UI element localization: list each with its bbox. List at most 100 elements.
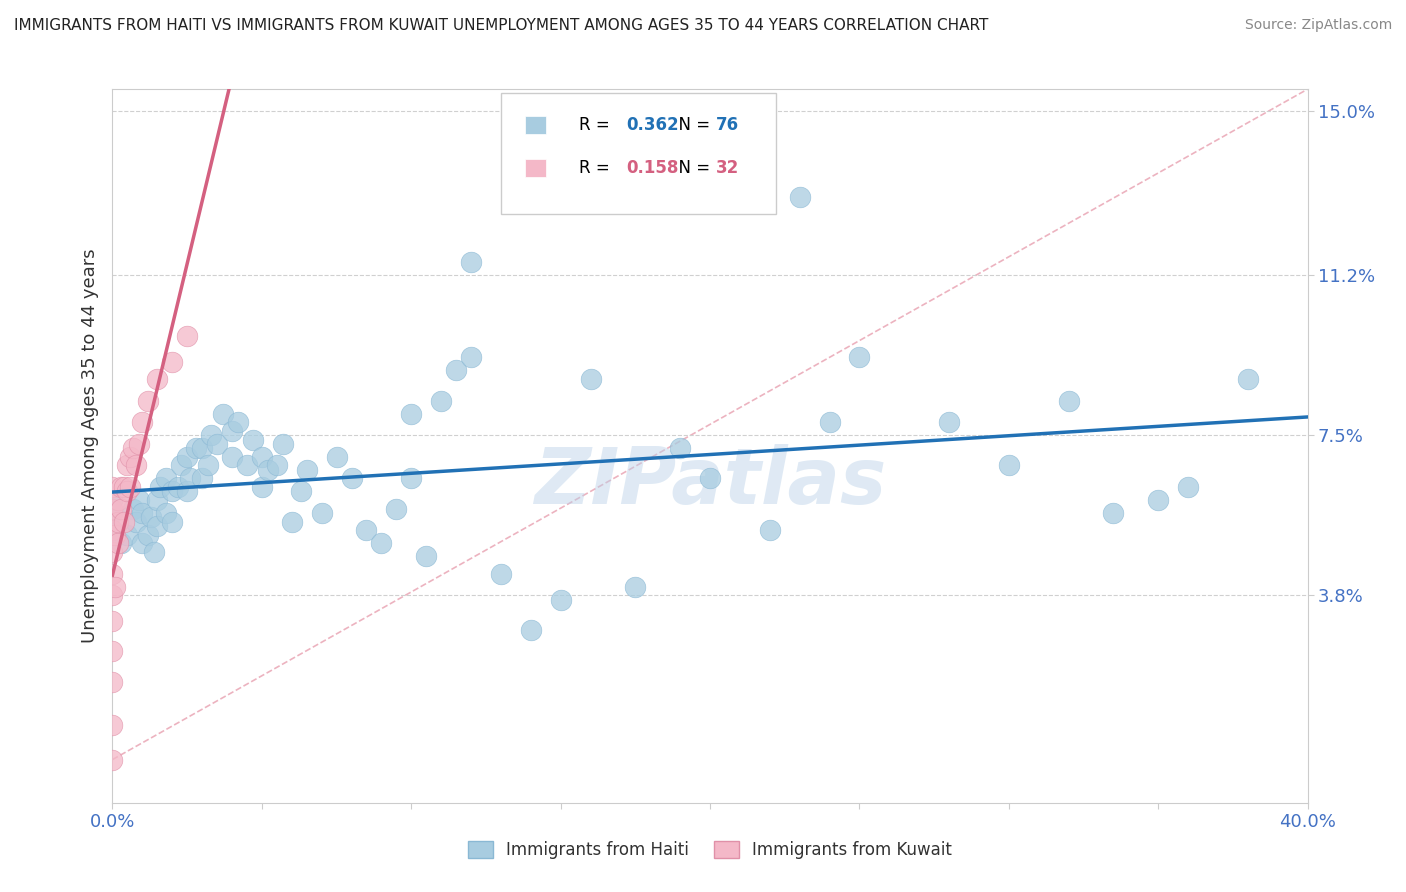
Immigrants from Haiti — [141, 510, 163, 524]
Immigrants from Haiti — [149, 480, 172, 494]
Immigrants from Haiti — [146, 519, 169, 533]
Immigrants from Haiti — [167, 480, 190, 494]
Immigrants from Haiti — [520, 623, 543, 637]
Immigrants from Haiti — [186, 441, 208, 455]
Immigrants from Haiti — [221, 424, 243, 438]
Immigrants from Haiti — [281, 515, 304, 529]
Immigrants from Haiti — [1177, 480, 1199, 494]
Immigrants from Haiti — [460, 255, 482, 269]
Immigrants from Kuwait — [101, 614, 124, 628]
Immigrants from Haiti — [385, 501, 408, 516]
Immigrants from Haiti — [266, 458, 288, 473]
Immigrants from Haiti — [848, 351, 870, 365]
Immigrants from Haiti — [191, 441, 214, 455]
Immigrants from Haiti — [250, 480, 273, 494]
Immigrants from Haiti — [271, 437, 294, 451]
Immigrants from Haiti — [117, 527, 139, 541]
Text: N =: N = — [668, 116, 716, 134]
Text: N =: N = — [668, 159, 716, 177]
Legend: Immigrants from Haiti, Immigrants from Kuwait: Immigrants from Haiti, Immigrants from K… — [461, 834, 959, 866]
Immigrants from Haiti — [325, 450, 347, 464]
Immigrants from Haiti — [226, 415, 249, 429]
Immigrants from Haiti — [759, 524, 782, 538]
Immigrants from Haiti — [489, 566, 512, 581]
Immigrants from Kuwait — [107, 493, 129, 508]
Immigrants from Kuwait — [101, 524, 124, 538]
Immigrants from Kuwait — [146, 372, 169, 386]
Immigrants from Kuwait — [101, 718, 124, 732]
Immigrants from Haiti — [138, 527, 160, 541]
Immigrants from Haiti — [101, 506, 124, 520]
Immigrants from Kuwait — [117, 484, 139, 499]
Immigrants from Haiti — [430, 393, 453, 408]
Immigrants from Haiti — [155, 506, 177, 520]
Immigrants from Kuwait — [120, 480, 142, 494]
Immigrants from Haiti — [143, 545, 166, 559]
Immigrants from Haiti — [128, 493, 150, 508]
Immigrants from Kuwait — [101, 566, 124, 581]
Immigrants from Haiti — [170, 458, 193, 473]
Immigrants from Kuwait — [101, 644, 124, 658]
Immigrants from Haiti — [401, 407, 423, 421]
Immigrants from Haiti — [250, 450, 273, 464]
Text: R =: R = — [579, 159, 614, 177]
Immigrants from Haiti — [938, 415, 960, 429]
Immigrants from Haiti — [257, 463, 280, 477]
Immigrants from Haiti — [131, 536, 153, 550]
Immigrants from Haiti — [295, 463, 318, 477]
FancyBboxPatch shape — [524, 159, 546, 177]
Immigrants from Haiti — [110, 536, 132, 550]
Immigrants from Kuwait — [162, 354, 183, 368]
Immigrants from Kuwait — [104, 580, 127, 594]
Immigrants from Kuwait — [138, 393, 160, 408]
Immigrants from Haiti — [205, 437, 228, 451]
Immigrants from Haiti — [200, 428, 222, 442]
Immigrants from Haiti — [242, 433, 264, 447]
Immigrants from Kuwait — [101, 674, 124, 689]
Immigrants from Haiti — [1102, 506, 1125, 520]
Immigrants from Haiti — [162, 484, 183, 499]
Immigrants from Kuwait — [110, 501, 132, 516]
FancyBboxPatch shape — [501, 93, 776, 214]
Immigrants from Haiti — [444, 363, 467, 377]
Text: 32: 32 — [716, 159, 740, 177]
Text: ZIPatlas: ZIPatlas — [534, 443, 886, 520]
Immigrants from Haiti — [1237, 372, 1260, 386]
Immigrants from Haiti — [415, 549, 437, 564]
Immigrants from Haiti — [212, 407, 235, 421]
Immigrants from Haiti — [155, 471, 177, 485]
Immigrants from Haiti — [669, 441, 692, 455]
Immigrants from Haiti — [311, 506, 333, 520]
Immigrants from Haiti — [122, 501, 145, 516]
Text: IMMIGRANTS FROM HAITI VS IMMIGRANTS FROM KUWAIT UNEMPLOYMENT AMONG AGES 35 TO 44: IMMIGRANTS FROM HAITI VS IMMIGRANTS FROM… — [14, 18, 988, 33]
Immigrants from Haiti — [401, 471, 423, 485]
Immigrants from Kuwait — [114, 515, 135, 529]
Immigrants from Haiti — [197, 458, 219, 473]
Immigrants from Haiti — [340, 471, 363, 485]
Immigrants from Haiti — [221, 450, 243, 464]
Immigrants from Kuwait — [101, 480, 124, 494]
Immigrants from Haiti — [125, 515, 148, 529]
Immigrants from Kuwait — [125, 458, 148, 473]
Immigrants from Haiti — [101, 493, 124, 508]
Text: R =: R = — [579, 116, 614, 134]
Immigrants from Haiti — [356, 524, 378, 538]
Immigrants from Haiti — [789, 190, 811, 204]
Immigrants from Haiti — [460, 351, 482, 365]
Immigrants from Haiti — [818, 415, 841, 429]
Text: 76: 76 — [716, 116, 740, 134]
Immigrants from Kuwait — [176, 328, 198, 343]
Immigrants from Kuwait — [107, 515, 129, 529]
Immigrants from Kuwait — [104, 527, 127, 541]
Y-axis label: Unemployment Among Ages 35 to 44 years: Unemployment Among Ages 35 to 44 years — [80, 249, 98, 643]
Immigrants from Haiti — [176, 450, 198, 464]
Text: 0.362: 0.362 — [627, 116, 679, 134]
Immigrants from Haiti — [101, 524, 124, 538]
Immigrants from Kuwait — [131, 415, 153, 429]
Immigrants from Kuwait — [122, 441, 145, 455]
Immigrants from Haiti — [998, 458, 1021, 473]
Immigrants from Haiti — [179, 471, 201, 485]
Immigrants from Haiti — [290, 484, 312, 499]
Immigrants from Haiti — [550, 592, 572, 607]
Immigrants from Haiti — [146, 493, 169, 508]
